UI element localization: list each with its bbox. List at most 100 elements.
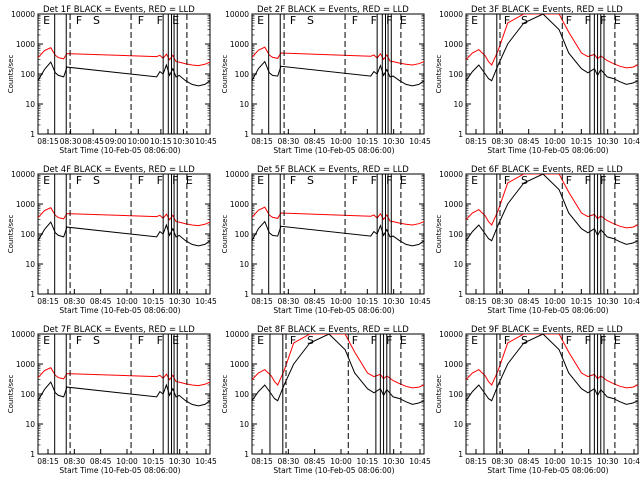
plot-frame <box>37 13 211 135</box>
y-tick-label: 1 <box>458 290 463 299</box>
series-lld <box>466 334 638 389</box>
segment-label: F <box>386 334 392 347</box>
y-tick-label: 1000 <box>444 360 463 369</box>
segment-label: F <box>386 14 392 27</box>
x-tick-label: 10:00 <box>330 137 352 146</box>
segment-label: F <box>371 14 377 27</box>
x-tick-label: 10:00 <box>544 137 566 146</box>
y-tick-label: 1 <box>244 290 249 299</box>
x-tick-label: 10:45 <box>623 297 640 306</box>
segment-label: F <box>504 14 510 27</box>
x-tick-label: 10:15 <box>571 457 593 466</box>
x-tick-label: 08:30 <box>64 457 86 466</box>
x-axis-label: Start Time (10-Feb-05 08:06:00) <box>273 466 394 475</box>
segment-label: F <box>585 174 591 187</box>
x-tick-label: 08:45 <box>304 297 326 306</box>
segment-label: F <box>138 174 144 187</box>
x-axis-label: Start Time (10-Feb-05 08:06:00) <box>273 306 394 315</box>
y-tick-label: 10000 <box>439 330 463 339</box>
panel-det-2F: Det 2F BLACK = Events, RED = LLD 1 10 100 10… <box>221 5 431 155</box>
segment-label: F <box>504 174 510 187</box>
segment-label: F <box>157 14 163 27</box>
series-events <box>252 220 424 247</box>
segment-label: F <box>386 174 392 187</box>
y-tick-label: 10 <box>453 260 463 269</box>
x-tick-label: 10:45 <box>195 457 217 466</box>
y-tick-label: 10 <box>239 100 249 109</box>
segment-label: F <box>290 334 296 347</box>
x-tick-label: 08:15 <box>465 297 487 306</box>
y-tick-label: 100 <box>21 230 36 239</box>
segment-label: F <box>76 334 82 347</box>
segment-label: F <box>76 174 82 187</box>
y-tick-label: 10 <box>25 420 35 429</box>
segment-label: F <box>157 334 163 347</box>
y-tick-label: 1000 <box>444 40 463 49</box>
y-tick-label: 100 <box>21 70 36 79</box>
y-tick-label: 1 <box>244 450 249 459</box>
y-tick-label: 10 <box>453 420 463 429</box>
x-tick-label: 10:45 <box>409 457 431 466</box>
panel-title: Det 6F BLACK = Events, RED = LLD <box>471 165 623 175</box>
y-tick-label: 1000 <box>230 200 249 209</box>
x-tick-label: 08:15 <box>251 457 273 466</box>
x-tick-label: 10:30 <box>169 297 191 306</box>
y-tick-label: 1000 <box>230 40 249 49</box>
segment-label: F <box>352 174 358 187</box>
segment-label: F <box>290 14 296 27</box>
y-axis-label: Counts/sec <box>435 55 443 94</box>
y-axis-label: Counts/sec <box>221 55 229 94</box>
x-tick-label: 10:45 <box>623 457 640 466</box>
plot-frame <box>37 333 211 455</box>
y-tick-label: 1000 <box>16 200 35 209</box>
y-axis-label: Counts/sec <box>7 375 15 414</box>
segment-label: E <box>172 14 179 27</box>
segment-label: S <box>93 334 100 347</box>
segment-label: F <box>157 174 163 187</box>
x-axis-label: Start Time (10-Feb-05 08:06:00) <box>59 146 180 155</box>
x-tick-label: 10:00 <box>116 457 138 466</box>
series-events <box>38 381 210 407</box>
x-tick-label: 08:45 <box>518 457 540 466</box>
segment-label: F <box>76 14 82 27</box>
segment-label: S <box>521 334 528 347</box>
plot-frame <box>37 173 211 295</box>
segment-label: E <box>257 174 264 187</box>
series-lld <box>38 207 210 227</box>
segment-label: E <box>400 14 407 27</box>
x-tick-label: 10:45 <box>195 137 217 146</box>
x-tick-label: 10:30 <box>169 457 191 466</box>
y-tick-label: 1 <box>458 130 463 139</box>
segment-label: E <box>614 334 621 347</box>
y-tick-label: 10 <box>453 100 463 109</box>
panel-det-9F: Det 9F BLACK = Events, RED = LLD 1 10 100 10… <box>435 325 640 475</box>
segment-label: F <box>352 334 358 347</box>
x-tick-label: 10:00 <box>127 137 149 146</box>
y-tick-label: 10 <box>239 420 249 429</box>
y-tick-label: 1 <box>30 450 35 459</box>
y-tick-label: 10000 <box>439 170 463 179</box>
segment-label: E <box>614 174 621 187</box>
panel-det-3F: Det 3F BLACK = Events, RED = LLD 1 10 100 10… <box>435 5 640 155</box>
series-events <box>466 14 638 85</box>
panel-det-7F: Det 7F BLACK = Events, RED = LLD 1 10 100 10… <box>7 325 217 475</box>
plot-frame <box>465 333 639 455</box>
y-tick-label: 1000 <box>16 40 35 49</box>
x-axis-label: Start Time (10-Feb-05 08:06:00) <box>59 306 180 315</box>
segment-label: F <box>290 174 296 187</box>
panel-det-5F: Det 5F BLACK = Events, RED = LLD 1 10 100 10… <box>221 165 431 315</box>
segment-label: F <box>600 334 606 347</box>
x-tick-label: 08:15 <box>37 137 59 146</box>
x-axis-label: Start Time (10-Feb-05 08:06:00) <box>487 466 608 475</box>
segment-label: S <box>93 14 100 27</box>
x-tick-label: 10:30 <box>597 137 619 146</box>
x-tick-label: 08:45 <box>518 297 540 306</box>
plot-frame <box>251 333 425 455</box>
x-tick-label: 09:00 <box>105 137 127 146</box>
y-tick-label: 10 <box>25 260 35 269</box>
y-tick-label: 10 <box>239 260 249 269</box>
x-tick-label: 10:45 <box>409 137 431 146</box>
panel-det-4F: Det 4F BLACK = Events, RED = LLD 1 10 100 10… <box>7 165 217 315</box>
x-tick-label: 08:45 <box>304 457 326 466</box>
